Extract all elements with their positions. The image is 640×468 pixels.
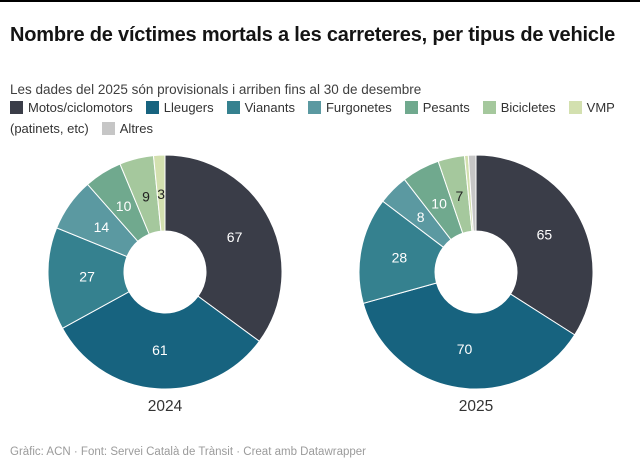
legend-label: VMP (patinets, etc) <box>10 100 615 136</box>
slice-value-label: 7 <box>456 188 464 204</box>
donut-chart-2025: 65 70 28 8 10 7 <box>351 147 601 397</box>
legend-label: Motos/ciclomotors <box>28 100 133 115</box>
slice-value-label: 28 <box>392 249 408 265</box>
legend-label: Lleugers <box>163 100 214 115</box>
legend-swatch-icon <box>145 101 159 114</box>
legend-label: Bicicletes <box>500 100 556 115</box>
legend-swatch-icon <box>568 101 582 114</box>
donut-slice-2025-0[interactable] <box>475 154 594 336</box>
slice-value-label: 67 <box>227 229 243 245</box>
donut-slice-2024-2[interactable] <box>47 227 130 329</box>
year-label-2025: 2025 <box>458 398 494 415</box>
legend-swatch-icon <box>482 101 496 114</box>
slice-value-label: 9 <box>142 188 150 204</box>
legend-item-7: Altres <box>101 121 153 136</box>
donut-slice-2025-1[interactable] <box>362 282 576 390</box>
legend-item-0: Motos/ciclomotors <box>10 100 133 115</box>
legend-label: Vianants <box>244 100 295 115</box>
footer-credit: Gràfic: ACN · Font: Servei Català de Trà… <box>10 446 366 458</box>
donut-slice-2024-1[interactable] <box>61 291 261 390</box>
legend-label: Pesants <box>422 100 470 115</box>
donut-slice-2025-7[interactable] <box>467 154 477 232</box>
legend-item-4: Pesants <box>404 100 470 115</box>
legend-item-6: VMP (patinets, etc) <box>10 100 615 136</box>
legend-swatch-icon <box>10 101 23 114</box>
donut-chart-2024: 67 61 27 14 10 9 3 <box>40 147 290 397</box>
slice-value-label: 8 <box>417 209 425 225</box>
donut-slice-2024-0[interactable] <box>164 154 283 342</box>
legend-item-5: Bicicletes <box>482 100 556 115</box>
year-label-2024: 2024 <box>147 398 183 415</box>
legend: Motos/ciclomotors Lleugers Vianants Furgone… <box>10 97 628 139</box>
legend-item-1: Lleugers <box>145 100 214 115</box>
donut-svg-2025: 65 70 28 8 10 7 <box>358 154 594 390</box>
legend-swatch-icon <box>404 101 418 114</box>
legend-swatch-icon <box>101 122 115 135</box>
slice-value-label: 3 <box>157 186 165 202</box>
page-subtitle: Les dades del 2025 són provisionals i ar… <box>10 81 422 97</box>
legend-swatch-icon <box>307 101 321 114</box>
slice-value-label: 27 <box>79 269 95 285</box>
legend-label: Furgonetes <box>325 100 392 115</box>
legend-label: Altres <box>119 121 153 136</box>
legend-swatch-icon <box>226 101 240 114</box>
legend-item-2: Vianants <box>226 100 295 115</box>
top-divider <box>0 0 640 2</box>
legend-item-3: Furgonetes <box>307 100 392 115</box>
slice-value-label: 70 <box>457 341 473 357</box>
donut-svg-2024: 67 61 27 14 10 9 3 <box>47 154 283 390</box>
slice-value-label: 61 <box>152 342 168 358</box>
slice-value-label: 65 <box>537 227 553 243</box>
slice-value-label: 10 <box>431 195 447 211</box>
page-title: Nombre de víctimes mortals a les carrete… <box>10 24 616 47</box>
slice-value-label: 14 <box>94 219 110 235</box>
donut-slice-2024-6[interactable] <box>152 154 166 232</box>
slice-value-label: 10 <box>116 198 132 214</box>
